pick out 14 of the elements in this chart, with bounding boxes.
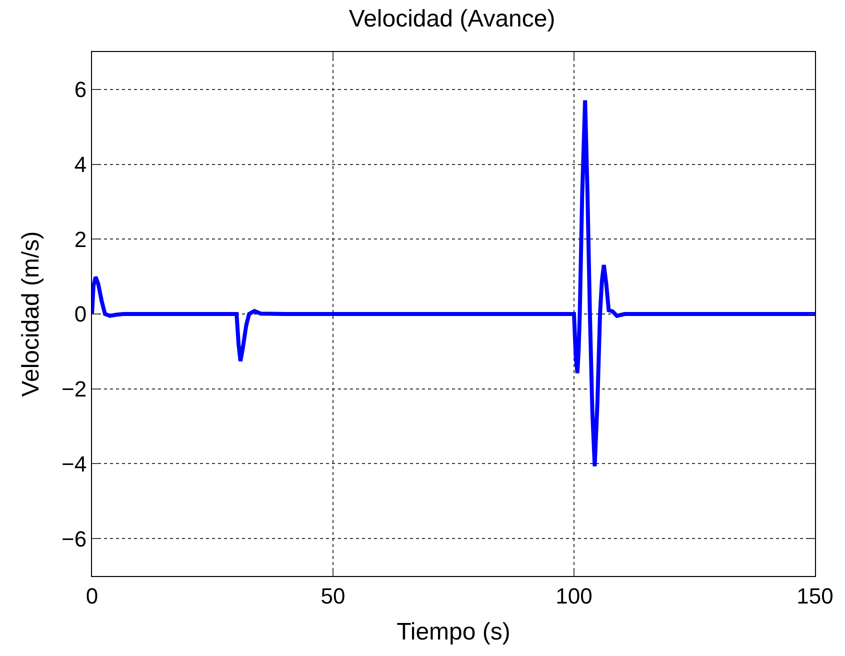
y-tick-label: 2 [74,226,87,252]
line-series [92,98,815,468]
x-tick-label: 50 [320,583,346,608]
x-axis-title: Tiempo (s) [396,618,510,646]
x-tick-label: 150 [796,583,834,608]
y-axis-title: Velocidad (m/s) [18,231,45,397]
x-tick-label: 100 [556,583,592,608]
y-tick-label: 4 [74,152,87,177]
chart-title: Velocidad (Avance) [348,6,556,33]
y-tick-label: 6 [74,77,87,102]
y-tick-label: −2 [62,376,87,402]
y-tick-label: 0 [74,302,87,327]
y-tick-label: −6 [62,526,87,552]
y-tick-label: −4 [62,451,87,476]
